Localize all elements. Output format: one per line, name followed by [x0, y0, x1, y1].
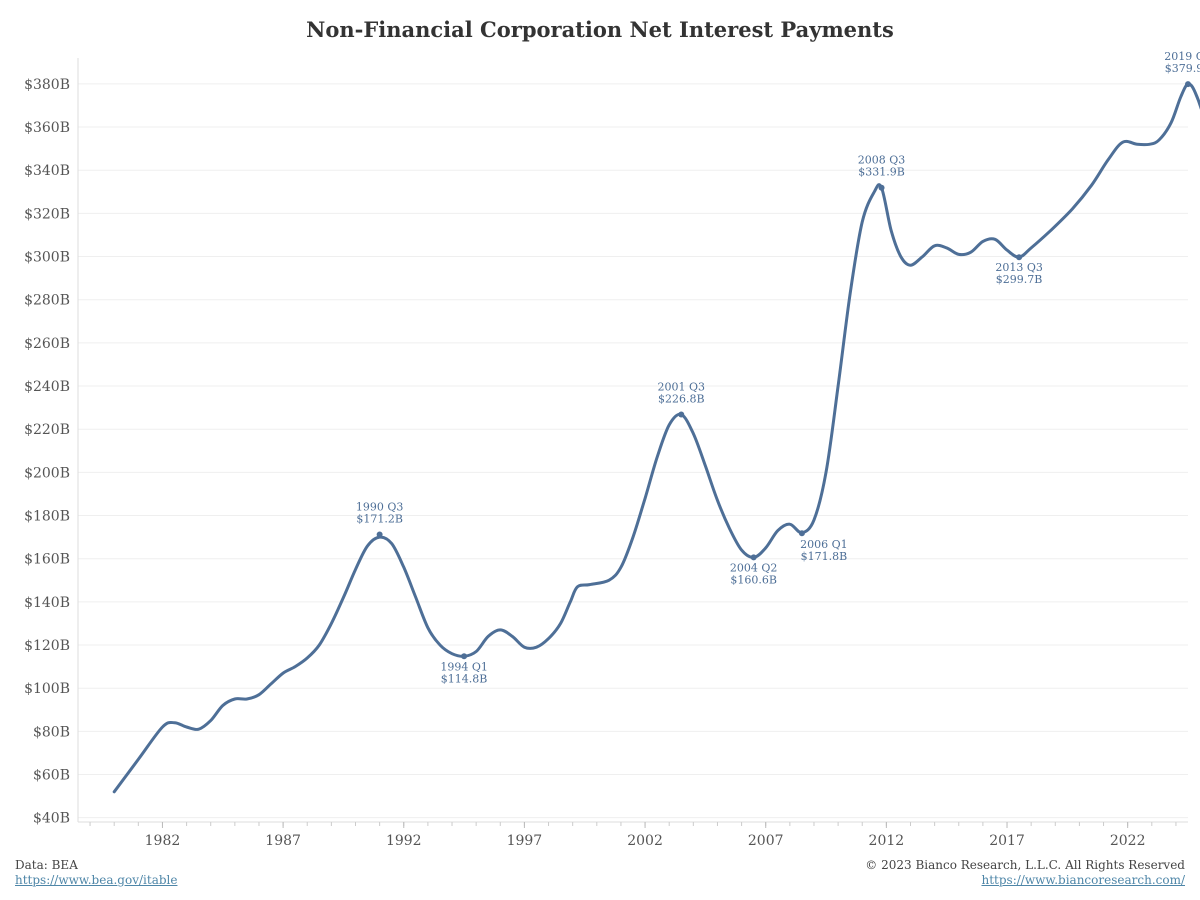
gridlines [78, 83, 1188, 819]
x-tick-label: 2012 [869, 833, 905, 849]
y-tick-label: $180B [24, 509, 70, 525]
annotation-value: $114.8B [441, 672, 488, 685]
annotation-marker [678, 411, 685, 418]
y-tick-label: $140B [24, 595, 70, 611]
annotation-marker [750, 554, 757, 561]
annotation-value: $331.9B [858, 166, 905, 179]
annotation-marker [798, 530, 805, 537]
y-tick-label: $280B [24, 293, 70, 309]
annotation-value: $171.2B [356, 513, 403, 526]
annotation-marker [878, 184, 885, 191]
y-tick-label: $60B [33, 768, 70, 784]
y-tick-label: $300B [24, 250, 70, 266]
series-line [112, 82, 1200, 794]
annotation-period: 2001 Q3 [658, 381, 706, 394]
annotation-value: $299.7B [996, 273, 1043, 286]
annotation-period: 2004 Q2 [730, 561, 778, 574]
annotations: 1990 Q3$171.2B 1994 Q1$114.8B 2001 Q3$226.… [356, 50, 1200, 685]
annotation-marker [1016, 254, 1023, 261]
source-label: Data: BEA [15, 858, 78, 872]
y-tick-label: $100B [24, 681, 70, 697]
annotation-period: 1990 Q3 [356, 501, 404, 514]
y-tick-label: $260B [24, 336, 70, 352]
y-tick-label: $80B [33, 724, 70, 740]
axes: $40B $60B $80B $100B $120B $140B $160B $180B $20… [24, 58, 1188, 849]
y-tick-label: $380B [24, 77, 70, 93]
y-tick-label: $40B [33, 811, 70, 827]
x-tick-label: 1992 [386, 833, 422, 849]
y-tick-label: $240B [24, 379, 70, 395]
annotation-period: 2013 Q3 [995, 261, 1043, 274]
website-link[interactable]: https://www.biancoresearch.com/ [981, 873, 1185, 887]
annotation-value: $226.8B [658, 393, 705, 406]
annotation-period: 2008 Q3 [858, 154, 906, 167]
series-layer [112, 82, 1200, 794]
y-tick-label: $120B [24, 638, 70, 654]
annotation-period: 2019 Q2 [1164, 50, 1200, 63]
y-tick-label: $360B [24, 120, 70, 136]
y-tick-label: $220B [24, 422, 70, 438]
annotation-value: $379.9B [1165, 62, 1200, 75]
annotation-value: $171.8B [801, 550, 848, 563]
x-tick-label: 1987 [265, 833, 301, 849]
annotation-marker [461, 653, 468, 660]
x-tick-label: 2002 [627, 833, 663, 849]
x-tick-label: 2022 [1110, 833, 1146, 849]
y-tick-label: $160B [24, 552, 70, 568]
annotation-marker [376, 531, 383, 538]
copyright-label: © 2023 Bianco Research, L.L.C. All Right… [865, 858, 1185, 872]
y-tick-label: $320B [24, 206, 70, 222]
x-tick-label: 2007 [748, 833, 784, 849]
annotation-period: 2006 Q1 [800, 538, 848, 551]
x-tick-label: 1982 [145, 833, 181, 849]
chart-title: Non-Financial Corporation Net Interest P… [306, 17, 894, 42]
annotation-value: $160.6B [730, 573, 777, 586]
source-link[interactable]: https://www.bea.gov/itable [15, 873, 178, 887]
x-tick-label: 1997 [507, 833, 543, 849]
x-tick-label: 2017 [989, 833, 1025, 849]
y-tick-label: $200B [24, 465, 70, 481]
annotation-period: 1994 Q1 [440, 660, 488, 673]
annotation-marker [1185, 81, 1191, 88]
y-tick-label: $340B [24, 163, 70, 179]
